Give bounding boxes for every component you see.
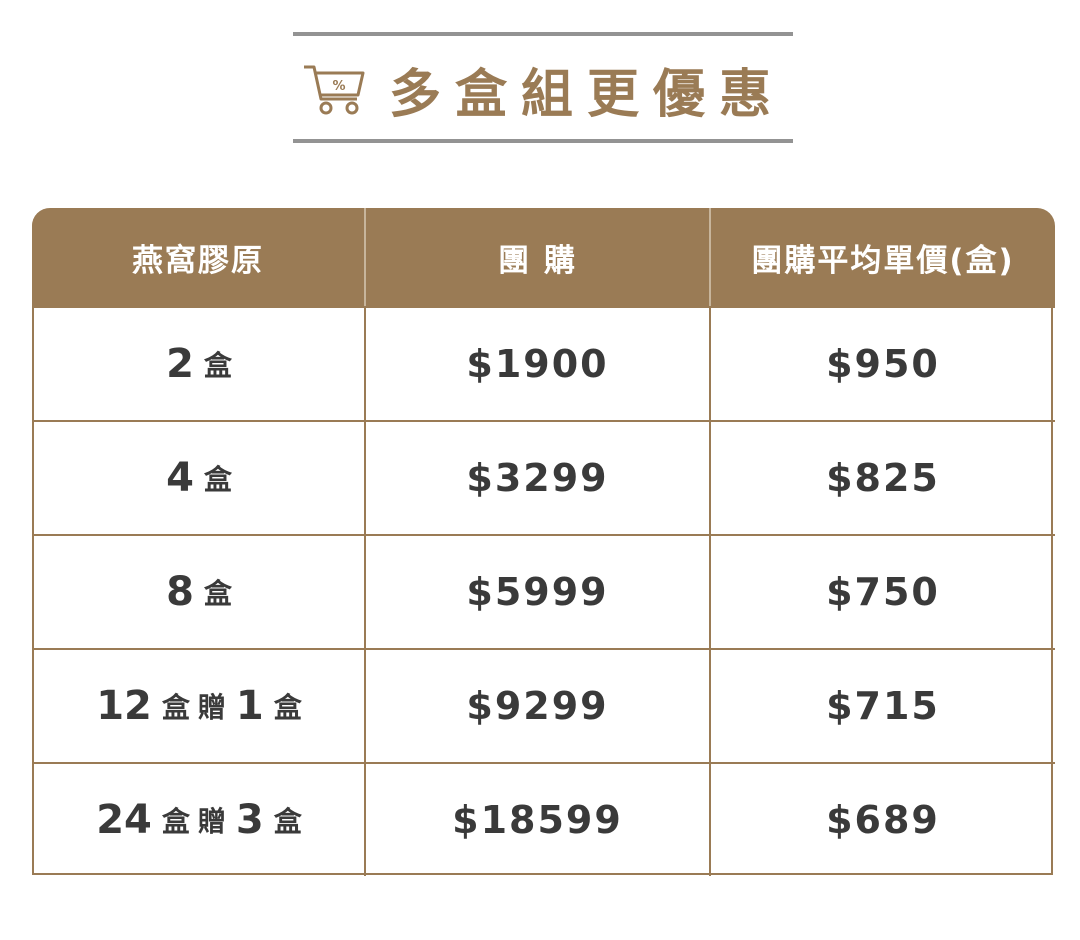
- shopping-cart-percent-icon: %: [303, 65, 365, 115]
- unit-price: $950: [826, 342, 940, 386]
- quantity-cell: 24 盒贈 3 盒: [32, 764, 366, 876]
- percent-icon-text: %: [332, 79, 345, 94]
- quantity: 2: [166, 341, 194, 387]
- quantity: 8: [166, 569, 194, 615]
- table-row: 24 盒贈 3 盒 $18599 $689: [32, 762, 1055, 876]
- group-price-cell: $1900: [366, 308, 711, 420]
- unit-price-cell: $689: [711, 764, 1055, 876]
- header-unit-price: 團購平均單價(盒): [751, 242, 1015, 279]
- quantity-unit: 盒: [203, 577, 232, 610]
- quantity-unit: 盒: [203, 463, 232, 496]
- top-rule: [293, 32, 793, 36]
- table-header: 燕窩膠原 團 購 團購平均單價(盒): [32, 208, 1055, 306]
- quantity-unit: 盒: [203, 349, 232, 382]
- group-price: $9299: [466, 684, 609, 728]
- unit-price: $750: [826, 570, 940, 614]
- group-price-cell: $3299: [366, 422, 711, 534]
- quantity: 12: [96, 683, 152, 729]
- group-price: $5999: [466, 570, 609, 614]
- bonus-quantity: 3: [235, 797, 264, 843]
- header-product: 燕窩膠原: [32, 208, 366, 306]
- unit-price: $825: [826, 456, 940, 500]
- group-price-cell: $5999: [366, 536, 711, 648]
- quantity: 24: [96, 797, 152, 843]
- group-price: $1900: [466, 342, 609, 386]
- bonus-label: 贈: [197, 805, 226, 838]
- quantity: 4: [166, 455, 194, 501]
- unit-price: $715: [826, 684, 940, 728]
- unit-price-cell: $750: [711, 536, 1055, 648]
- bottom-rule: [293, 139, 793, 143]
- group-price: $18599: [452, 798, 623, 842]
- group-price-cell: $18599: [366, 764, 711, 876]
- banner: % 多盒組更優惠: [293, 36, 793, 142]
- header-group-price: 團 購: [366, 208, 711, 306]
- quantity-unit: 盒: [161, 691, 190, 724]
- bonus-unit: 盒: [273, 805, 302, 838]
- quantity-cell: 12 盒贈 1 盒: [32, 650, 366, 762]
- group-price: $3299: [466, 456, 609, 500]
- quantity-unit: 盒: [161, 805, 190, 838]
- group-price-cell: $9299: [366, 650, 711, 762]
- page-title: 多盒組更優惠: [388, 64, 785, 125]
- unit-price: $689: [826, 798, 940, 842]
- unit-price-cell: $950: [711, 308, 1055, 420]
- bonus-label: 贈: [197, 691, 226, 724]
- unit-price-cell: $825: [711, 422, 1055, 534]
- unit-price-cell: $715: [711, 650, 1055, 762]
- bonus-unit: 盒: [273, 691, 302, 724]
- table-row: 12 盒贈 1 盒 $9299 $715: [32, 648, 1055, 762]
- bonus-quantity: 1: [235, 683, 264, 729]
